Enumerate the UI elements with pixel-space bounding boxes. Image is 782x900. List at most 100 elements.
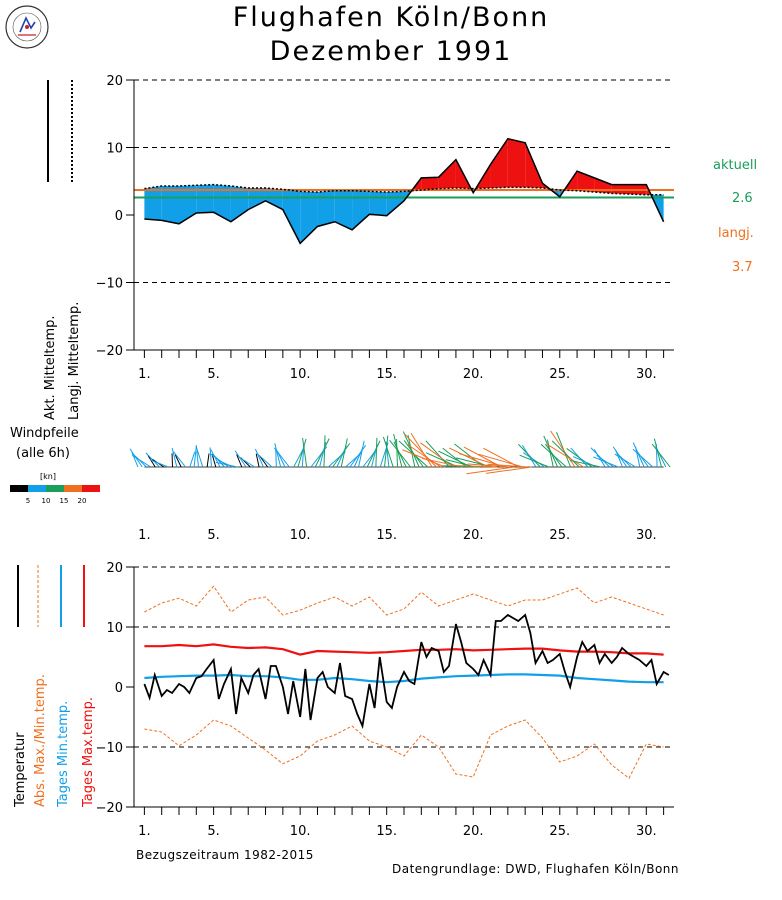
wind-arrow (236, 454, 243, 468)
wind-arrow (519, 454, 550, 468)
anomaly-segment (334, 190, 353, 230)
bottom-grid (134, 566, 674, 748)
legend-langj-value: 3.7 (732, 260, 753, 275)
wind-arrow (653, 438, 662, 468)
bottom-xtick-label: 15. (376, 824, 397, 839)
temperature-line (143, 613, 670, 730)
top-lines (134, 137, 674, 245)
wind-arrow (569, 459, 601, 468)
abs-max-line (144, 585, 664, 616)
wind-xtick-label: 10. (290, 528, 311, 543)
mean-temperature-chart: 20 10 0 −10 −20 1. 5. 10. 15. 20. 25. 30. Akt. Mitt… (43, 74, 674, 420)
bottom-ylabel-temperatur: Temperatur (13, 732, 28, 808)
longterm-series-line (144, 183, 664, 196)
wind-title-line2: (alle 6h) (16, 446, 70, 461)
bottom-xtick-label: 5. (207, 824, 219, 839)
wind-arrow (651, 443, 671, 468)
wind-xtick-label: 1. (138, 528, 150, 543)
bottom-ylabel-absmaxmin: Abs. Max./Min.temp. (33, 674, 48, 807)
anomaly-segment (317, 190, 335, 227)
anomaly-segment (421, 177, 439, 191)
top-ytick-label: 20 (106, 74, 123, 89)
anomaly-segment (490, 138, 508, 188)
bottom-xtick-label: 25. (549, 824, 570, 839)
wind-arrow (655, 445, 667, 468)
wind-arrow (131, 451, 139, 468)
wind-arrow (173, 451, 186, 468)
wind-arrow (254, 448, 264, 468)
wind-scale-swatch (82, 485, 100, 492)
wind-scale-tick: 15 (60, 497, 69, 505)
wind-scale-swatch (46, 485, 64, 492)
wind-arrow (443, 465, 480, 468)
weather-station-logo (5, 5, 49, 49)
wind-arrow (209, 447, 212, 468)
tages-max-line (144, 643, 664, 656)
wind-arrow (467, 463, 511, 468)
legend-aktuell-value: 2.6 (732, 191, 753, 206)
top-xtick-label: 25. (549, 367, 570, 382)
legend-langj-label: langj. (718, 226, 754, 241)
bottom-ytick-label: 20 (106, 561, 123, 576)
wind-arrow (523, 452, 545, 468)
wind-arrow (358, 440, 365, 468)
anomaly-segment (179, 185, 197, 224)
wind-arrow (353, 447, 364, 468)
anomaly-segment (369, 191, 387, 216)
bottom-ytick-label: 10 (106, 621, 123, 636)
anomaly-segment (144, 185, 162, 221)
wind-arrow (237, 456, 255, 468)
wind-arrow (259, 455, 269, 468)
anomaly-segment (248, 188, 266, 210)
wind-arrow (551, 440, 580, 468)
top-anomaly-fill (144, 138, 664, 244)
wind-arrow (275, 448, 277, 468)
bottom-ylabel-tagesmax: Tages Max.temp. (81, 697, 96, 808)
top-ytick-label: −10 (96, 277, 123, 292)
anomaly-segment (507, 138, 526, 188)
wind-arrow (297, 438, 307, 468)
bottom-ylabel-tagesmin: Tages Min.temp. (56, 701, 71, 808)
top-xtick-label: 1. (138, 367, 150, 382)
wind-arrow (147, 455, 156, 468)
anomaly-segment (265, 188, 283, 210)
chart-title-line1: Flughafen Köln/Bonn (232, 2, 550, 33)
wind-arrow (206, 453, 210, 468)
wind-arrow (234, 450, 247, 468)
wind-arrow (375, 437, 378, 468)
abs-min-line (144, 719, 664, 779)
wind-arrow (402, 431, 420, 468)
wind-arrow (255, 453, 260, 468)
top-xtick-label: 20. (463, 367, 484, 382)
wind-arrow (410, 432, 433, 468)
bottom-axes: 20 10 0 −10 −20 1. 5. 10. 15. 20. 25. 30. (96, 561, 674, 839)
wind-arrow (215, 461, 238, 468)
anomaly-segment (230, 185, 249, 222)
top-ytick-label: −20 (96, 344, 123, 359)
temperature-chart: 20 10 0 −10 −20 1. 5. 10. 15. 20. 25. 30. Temperatu… (13, 561, 674, 839)
anomaly-segment (196, 184, 214, 213)
wind-arrow (131, 454, 152, 468)
wind-arrow (593, 456, 619, 468)
wind-arrow (195, 445, 204, 468)
wind-arrow (396, 438, 399, 468)
anomaly-segment (352, 190, 370, 230)
top-ylabel-actual: Akt. Mitteltemp. (43, 315, 58, 420)
wind-ticks: 1. 5. 10. 15. 20. 25. 30. (138, 528, 656, 543)
wind-arrow (478, 453, 524, 468)
bottom-xtick-label: 30. (636, 824, 657, 839)
wind-scale-swatch (28, 485, 46, 492)
wind-arrow (382, 436, 394, 468)
bottom-xtick-label: 20. (463, 824, 484, 839)
wind-scale-unit: [kn] (40, 472, 56, 481)
top-axes: 20 10 0 −10 −20 1. 5. 10. 15. 20. 25. 30. (96, 74, 674, 382)
wind-arrow (211, 453, 217, 468)
wind-arrow (540, 443, 567, 468)
wind-xtick-label: 5. (207, 528, 219, 543)
wind-arrow (453, 464, 498, 468)
wind-arrow (273, 447, 290, 468)
wind-arrow (210, 449, 221, 468)
wind-arrows (129, 430, 671, 475)
wind-arrow (314, 438, 330, 468)
wind-arrow (189, 451, 196, 468)
